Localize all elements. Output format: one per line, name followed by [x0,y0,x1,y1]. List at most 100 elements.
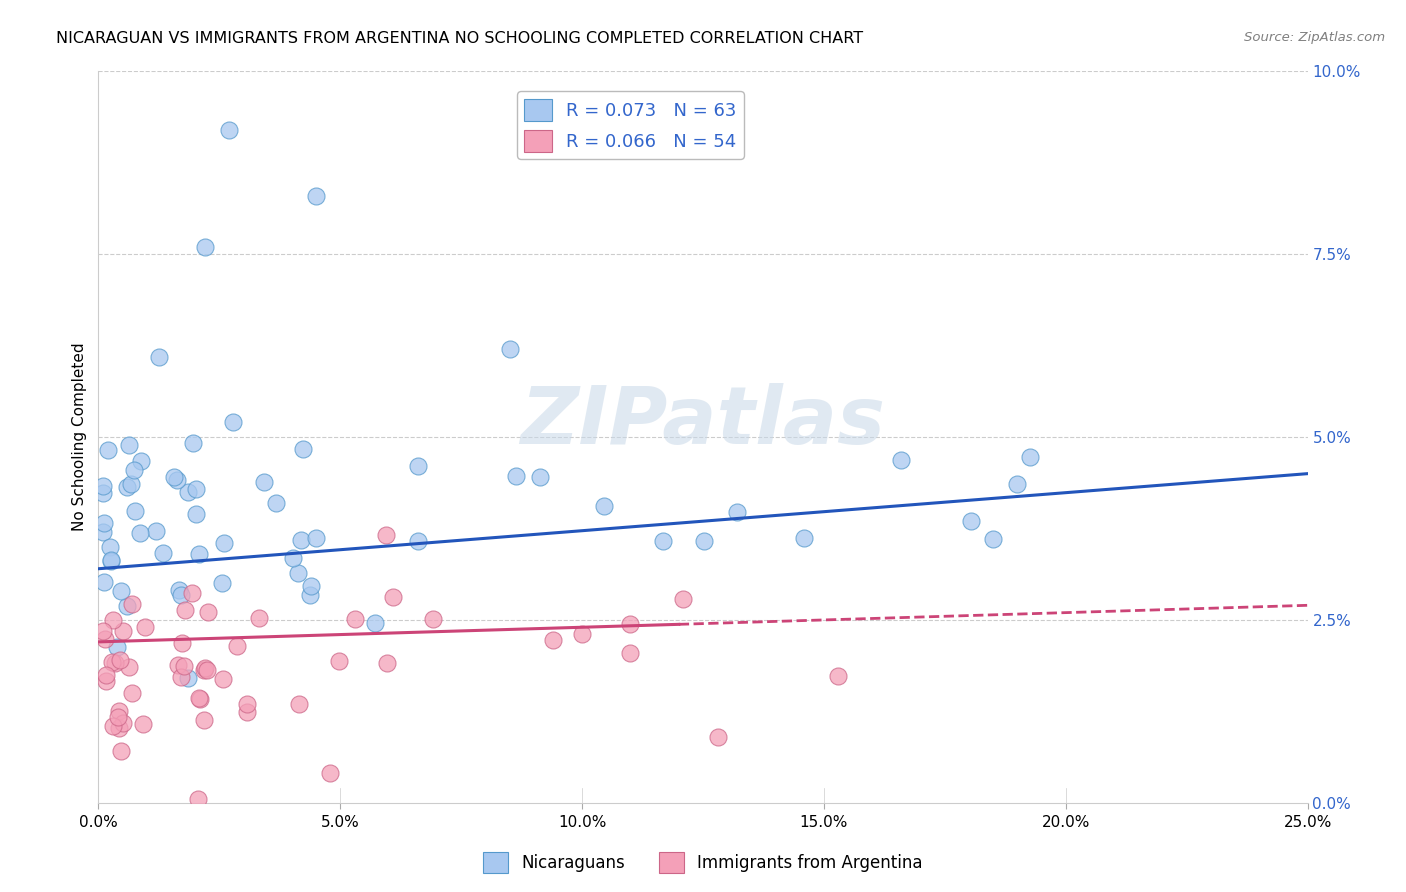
Point [1019,450,1042,464]
Point [592,499,614,513]
Point [117,480,139,494]
Point [105,640,128,654]
Point [122,463,145,477]
Point [505,469,527,483]
Point [197,605,219,619]
Point [236,697,259,711]
Point [328,654,350,668]
Point [298,588,321,602]
Point [107,710,129,724]
Text: ZIPatlas: ZIPatlas [520,384,886,461]
Point [169,670,191,684]
Point [152,546,174,560]
Point [121,686,143,700]
Point [170,588,193,602]
Point [174,603,197,617]
Point [108,705,131,719]
Point [110,744,132,758]
Point [145,524,167,538]
Point [181,436,204,450]
Point [98,540,121,554]
Point [148,350,170,364]
Point [529,470,551,484]
Point [422,612,444,626]
Point [188,692,211,706]
Point [211,576,233,591]
Point [652,534,675,549]
Point [375,528,398,542]
Point [619,616,641,631]
Point [188,690,211,705]
Point [101,613,124,627]
Point [960,514,983,528]
Point [253,475,276,489]
Point [305,188,328,202]
Point [91,485,114,500]
Point [222,415,245,429]
Point [672,591,695,606]
Point [112,624,135,639]
Point [264,496,287,510]
Point [120,476,142,491]
Point [571,627,593,641]
Point [180,586,202,600]
Point [299,578,322,592]
Point [283,551,305,566]
Point [225,639,247,653]
Y-axis label: No Schooling Completed: No Schooling Completed [72,343,87,532]
Point [94,632,117,647]
Point [177,485,200,500]
Point [100,553,122,567]
Text: Source: ZipAtlas.com: Source: ZipAtlas.com [1244,31,1385,45]
Point [305,531,328,545]
Point [981,533,1004,547]
Point [375,657,398,671]
Legend: R = 0.073   N = 63, R = 0.066   N = 54: R = 0.073 N = 63, R = 0.066 N = 54 [517,91,744,159]
Point [344,612,367,626]
Point [707,730,730,744]
Point [104,656,127,670]
Point [94,668,117,682]
Point [195,663,218,677]
Point [619,647,641,661]
Point [111,716,134,731]
Point [406,458,429,473]
Point [193,663,215,677]
Point [218,123,240,137]
Point [121,597,143,611]
Point [172,636,194,650]
Point [173,659,195,673]
Point [101,719,124,733]
Point [827,669,849,683]
Point [193,713,215,727]
Point [118,660,141,674]
Point [194,661,217,675]
Point [166,473,188,487]
Point [290,533,312,547]
Point [115,599,138,614]
Point [91,624,114,638]
Point [110,653,132,667]
Point [187,792,209,806]
Point [890,452,912,467]
Point [184,507,207,521]
Point [236,705,259,719]
Point [163,470,186,484]
Legend: Nicaraguans, Immigrants from Argentina: Nicaraguans, Immigrants from Argentina [477,846,929,880]
Point [129,525,152,540]
Point [132,717,155,731]
Point [247,611,270,625]
Point [725,505,748,519]
Point [693,533,716,548]
Point [364,616,387,631]
Point [97,443,120,458]
Point [100,553,122,567]
Point [541,633,564,648]
Point [406,534,429,549]
Point [292,442,315,457]
Point [382,590,405,604]
Point [167,657,190,672]
Point [194,240,217,254]
Point [188,547,211,561]
Text: NICARAGUAN VS IMMIGRANTS FROM ARGENTINA NO SCHOOLING COMPLETED CORRELATION CHART: NICARAGUAN VS IMMIGRANTS FROM ARGENTINA … [56,31,863,46]
